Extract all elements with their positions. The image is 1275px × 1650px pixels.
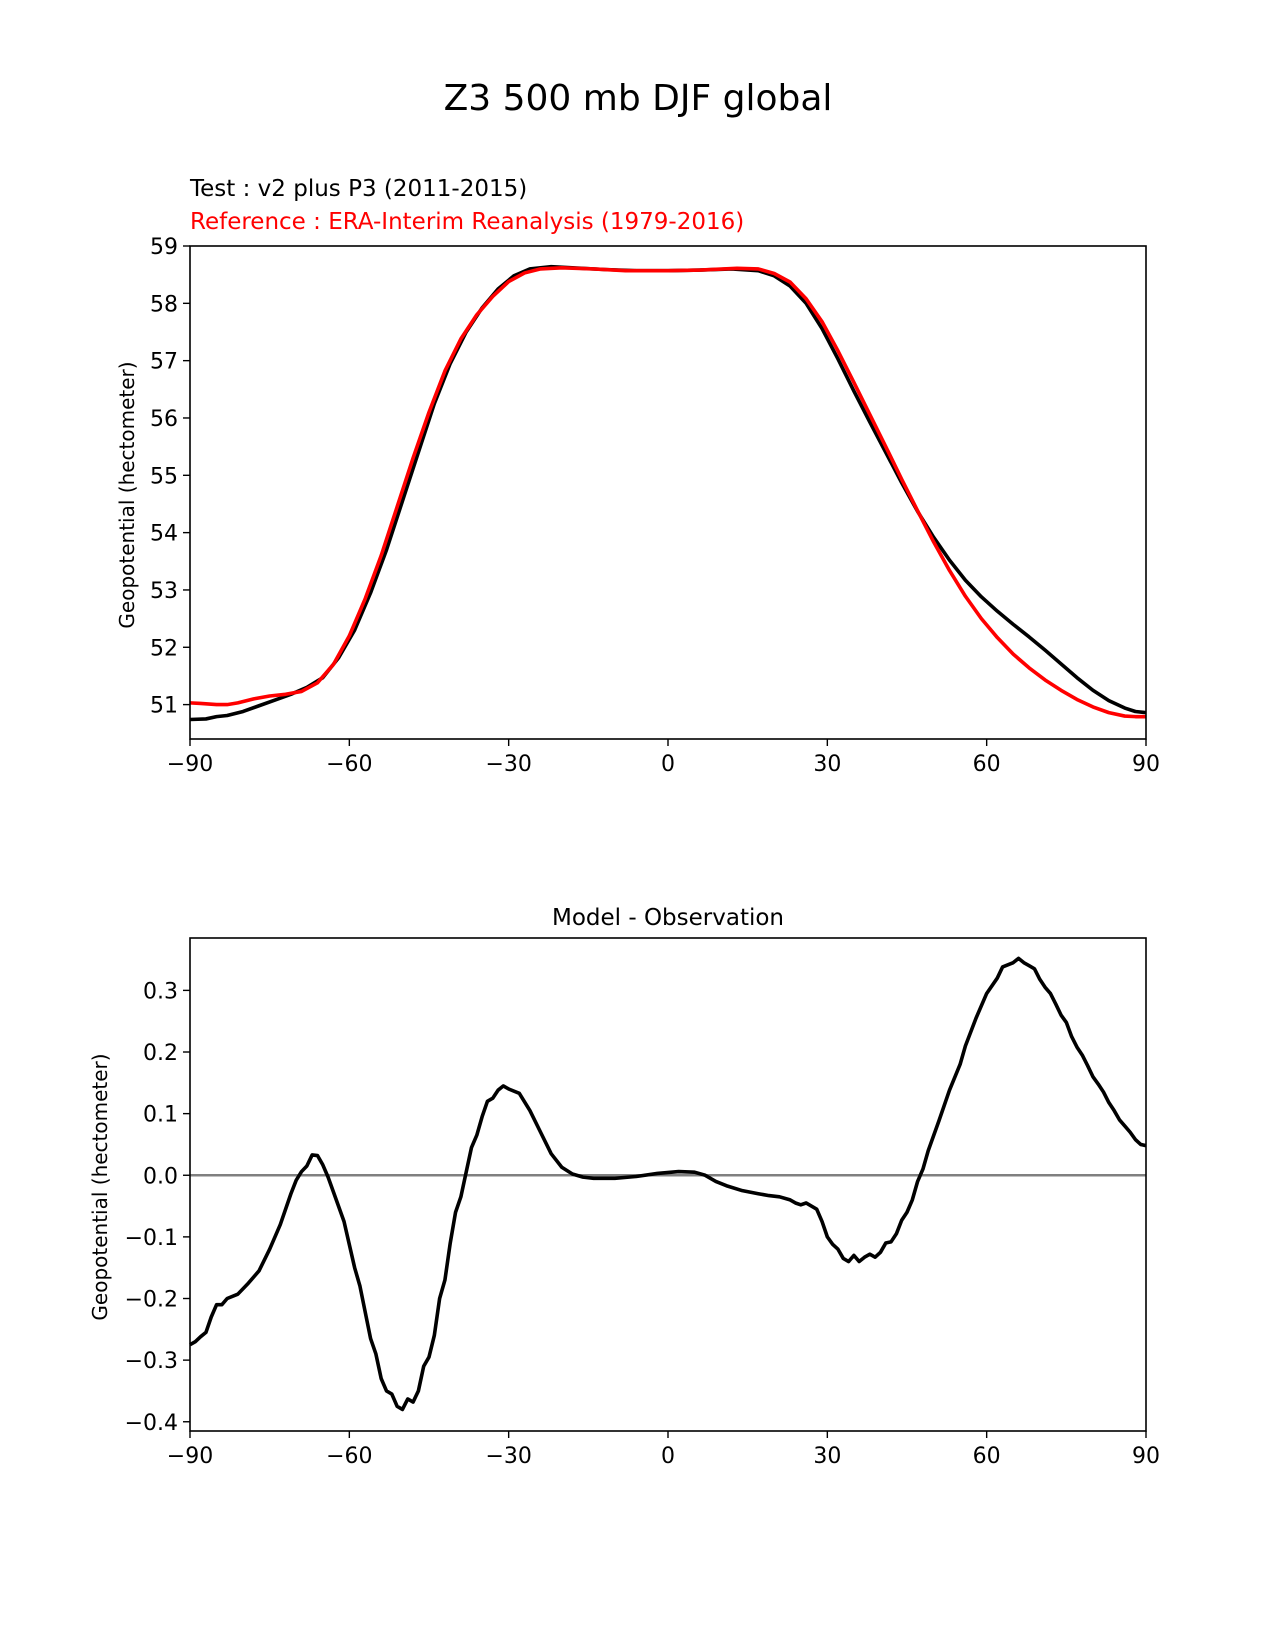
- bottom-x-tick-label: −30: [485, 1444, 531, 1469]
- top-y-tick-label: 56: [150, 407, 178, 432]
- top-x-tick-label: 0: [661, 752, 675, 777]
- bottom-series-line-0: [189, 956, 1147, 1412]
- top-axes-frame: [189, 245, 1147, 740]
- top-x-tick-label: −60: [326, 752, 372, 777]
- bottom-y-tick-label: 0.1: [143, 1103, 178, 1128]
- top-x-tick-label: −30: [485, 752, 531, 777]
- bottom-x-tick-label: 60: [973, 1444, 1001, 1469]
- top-x-tick-label: 90: [1132, 752, 1160, 777]
- top-panel: Test : v2 plus P3 (2011-2015) Reference …: [115, 176, 1160, 777]
- top-series-line-1: [189, 265, 1146, 719]
- reference-label: Reference : ERA-Interim Reanalysis (1979…: [190, 209, 744, 235]
- top-x-tick-label: −90: [167, 752, 213, 777]
- top-y-tick-label: 59: [150, 235, 178, 260]
- top-ticks: −90 −60 −30 0 30 60 90 51 52 53 54 55 56 57 58 59: [150, 235, 1160, 777]
- bottom-y-tick-label: −0.1: [125, 1226, 178, 1251]
- bottom-y-tick-label: −0.2: [125, 1288, 178, 1313]
- top-y-tick-label: 53: [150, 579, 178, 604]
- bottom-x-tick-label: 30: [813, 1444, 841, 1469]
- bottom-ticks: −90 −60 −30 0 30 60 90 −0.4 −0.3 −0.2 −0.1 0.0 0.1 0.…: [125, 979, 1160, 1469]
- top-y-tick-label: 55: [150, 464, 178, 489]
- top-series-line-0: [189, 264, 1147, 722]
- bottom-panel-title: Model - Observation: [552, 905, 784, 931]
- bottom-y-tick-label: 0.0: [143, 1164, 178, 1189]
- top-series: [189, 264, 1147, 722]
- bottom-y-tick-label: −0.4: [125, 1411, 178, 1436]
- top-y-tick-label: 52: [150, 636, 178, 661]
- top-x-tick-label: 30: [813, 752, 841, 777]
- bottom-x-tick-label: 0: [661, 1444, 675, 1469]
- top-y-tick-label: 58: [150, 292, 178, 317]
- top-y-tick-label: 57: [150, 350, 178, 375]
- bottom-x-tick-label: 90: [1132, 1444, 1160, 1469]
- bottom-x-tick-label: −90: [167, 1444, 213, 1469]
- bottom-axes-frame: [189, 937, 1147, 1432]
- bottom-y-tick-label: 0.2: [143, 1041, 178, 1066]
- bottom-panel: Model - Observation Geopotential (hectom…: [88, 905, 1160, 1469]
- bottom-y-axis-label: Geopotential (hectometer): [88, 1053, 112, 1320]
- top-y-axis-label: Geopotential (hectometer): [115, 361, 139, 628]
- bottom-series: [189, 956, 1147, 1412]
- bottom-y-tick-label: 0.3: [143, 979, 178, 1004]
- top-x-tick-label: 60: [973, 752, 1001, 777]
- bottom-x-tick-label: −60: [326, 1444, 372, 1469]
- bottom-y-tick-label: −0.3: [125, 1349, 178, 1374]
- test-label: Test : v2 plus P3 (2011-2015): [189, 176, 527, 202]
- top-y-tick-label: 51: [150, 694, 178, 719]
- top-y-tick-label: 54: [150, 522, 178, 547]
- figure-title: Z3 500 mb DJF global: [444, 78, 833, 119]
